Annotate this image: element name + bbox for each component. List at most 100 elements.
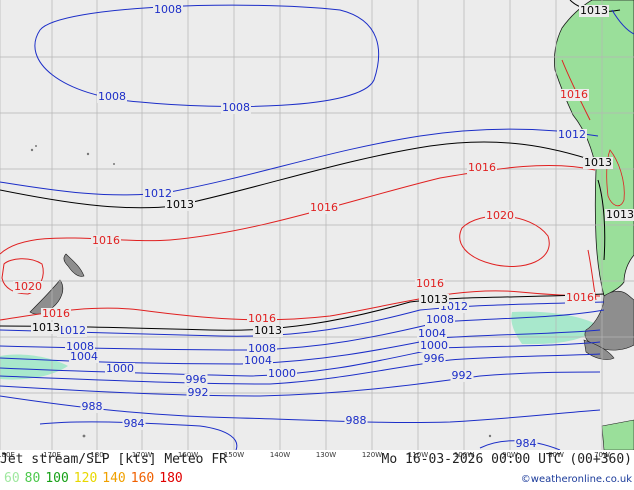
isobar-984-west — [39, 421, 238, 450]
isobar-label-text: 1013 — [584, 156, 612, 169]
isobar-label-text: 1016 — [416, 277, 444, 290]
longitude-tick: 150W — [223, 451, 245, 459]
isobar-label-text: 1004 — [418, 327, 446, 340]
isobar-label-background — [419, 340, 449, 352]
isobar-label-text: 996 — [186, 373, 207, 386]
isobar-label-background — [165, 199, 195, 211]
isobar-label: 1020 — [485, 209, 515, 222]
isobar-label-text: 1016 — [248, 312, 276, 325]
isobar-label-background — [91, 235, 121, 247]
isobar-label: 1013 — [583, 156, 613, 169]
isobar-label-text: 1013 — [32, 321, 60, 334]
isobar-label-background — [467, 162, 497, 174]
isobar-label-text: 1012 — [558, 128, 586, 141]
isobar-label: 1013 — [605, 208, 634, 221]
isobar-label-text: 1008 — [248, 342, 276, 355]
longitude-tick: 170E — [43, 451, 61, 459]
isobar-1004 — [0, 329, 601, 365]
isobar-label-text: 1020 — [486, 209, 514, 222]
isobar-label-background — [253, 325, 283, 337]
credit-link[interactable]: ©weatheronline.co.uk — [520, 474, 632, 485]
isobar-label: 1013 — [579, 4, 609, 17]
longitude-tick: 180E — [0, 451, 15, 459]
isobar-label-background — [69, 351, 99, 363]
isobar-label: 1013 — [165, 198, 195, 211]
isobar-label-background — [247, 343, 277, 355]
isobar-label: 1016 — [565, 291, 595, 304]
isobar-label-background — [186, 387, 210, 399]
isobar-label: 1012 — [557, 128, 587, 141]
isobar-label: 1016 — [247, 312, 277, 325]
weather-map: 1008 1008 1008 1012 1012 1012 1012 1013 1013 1013… — [0, 0, 634, 450]
isobar-label-background — [450, 370, 474, 382]
isobar-label-background — [184, 374, 208, 386]
isobar-label-background — [221, 102, 251, 114]
isobar-label: 1020 — [13, 280, 43, 293]
isobar-label: 1013 — [253, 324, 283, 337]
isobar-label-text: 1000 — [420, 339, 448, 352]
isobar-label: 1004 — [69, 350, 99, 363]
isobar-label-text: 988 — [346, 414, 367, 427]
isobar-label-background — [415, 278, 445, 290]
isobar-label-text: 984 — [124, 417, 145, 430]
isobar-label-background — [579, 5, 609, 17]
isobar-1012-north — [0, 128, 599, 196]
isobar-label-text: 1016 — [310, 201, 338, 214]
isobar-label: 1016 — [309, 201, 339, 214]
isobar-label: 1016 — [467, 161, 497, 174]
isobar-label: 1008 — [97, 90, 127, 103]
isobar-label-background — [13, 281, 43, 293]
isobar-988 — [0, 395, 601, 424]
isobar-label: 1016 — [41, 307, 71, 320]
isobar-label-background — [425, 314, 455, 326]
isobar-label: 1012 — [143, 187, 173, 200]
isobar-label-text: 1004 — [244, 354, 272, 367]
jet-speed-legend: 60 80 100 120 140 160 180 — [4, 471, 188, 486]
lat-lon-grid — [0, 0, 634, 450]
isobar-label: 984 — [122, 417, 146, 430]
new-zealand-north-island — [63, 253, 85, 277]
isobar-label-text: 1013 — [606, 208, 634, 221]
isobar-label-text: 992 — [188, 386, 209, 399]
isobar-label-background — [559, 89, 589, 101]
isobar-label-background — [309, 202, 339, 214]
isobar-label-background — [267, 368, 297, 380]
legend-speed-value: 140 — [102, 471, 126, 486]
isobar-label-text: 1008 — [154, 3, 182, 16]
isobar-label-background — [344, 415, 368, 427]
isobar-label-background — [31, 322, 61, 334]
isobar-label-text: 1013 — [580, 4, 608, 17]
jet-stream-east — [511, 311, 598, 345]
isobar-label: 1004 — [243, 354, 273, 367]
isobar-label: 1000 — [105, 362, 135, 375]
isobar-1013-north — [0, 141, 599, 209]
isobar-label-background — [41, 308, 71, 320]
longitude-tick: 100W — [453, 451, 475, 459]
isobar-label-background — [243, 355, 273, 367]
land-layer — [29, 0, 634, 450]
isobar-label-text: 992 — [452, 369, 473, 382]
isobar-label-text: 1012 — [144, 187, 172, 200]
isobar-992 — [0, 371, 601, 397]
isobar-label-text: 1000 — [106, 362, 134, 375]
island — [82, 434, 86, 438]
isobar-label: 1016 — [91, 234, 121, 247]
isobar-label-text: 1008 — [98, 90, 126, 103]
isobar-label: 1013 — [419, 293, 449, 306]
isobar-label-text: 1004 — [70, 350, 98, 363]
longitude-tick: 70W — [594, 451, 610, 459]
isobar-label-background — [557, 129, 587, 141]
isobar-label: 1008 — [153, 3, 183, 16]
isobar-label: 1000 — [419, 339, 449, 352]
legend-speed-value: 180 — [159, 471, 183, 486]
isobar-label: 1012 — [57, 324, 87, 337]
longitude-tick: 130W — [315, 451, 337, 459]
map-footer: 180E 170E 180 170W 160W 150W 140W 130W 120W 110W 1… — [0, 450, 634, 490]
isobar-label-background — [605, 209, 634, 221]
longitude-tick: 170W — [131, 451, 153, 459]
legend-speed-value: 60 — [4, 471, 20, 486]
isobar-label: 1000 — [267, 367, 297, 380]
isobar-label: 988 — [80, 400, 104, 413]
isobar-label-background — [247, 313, 277, 325]
